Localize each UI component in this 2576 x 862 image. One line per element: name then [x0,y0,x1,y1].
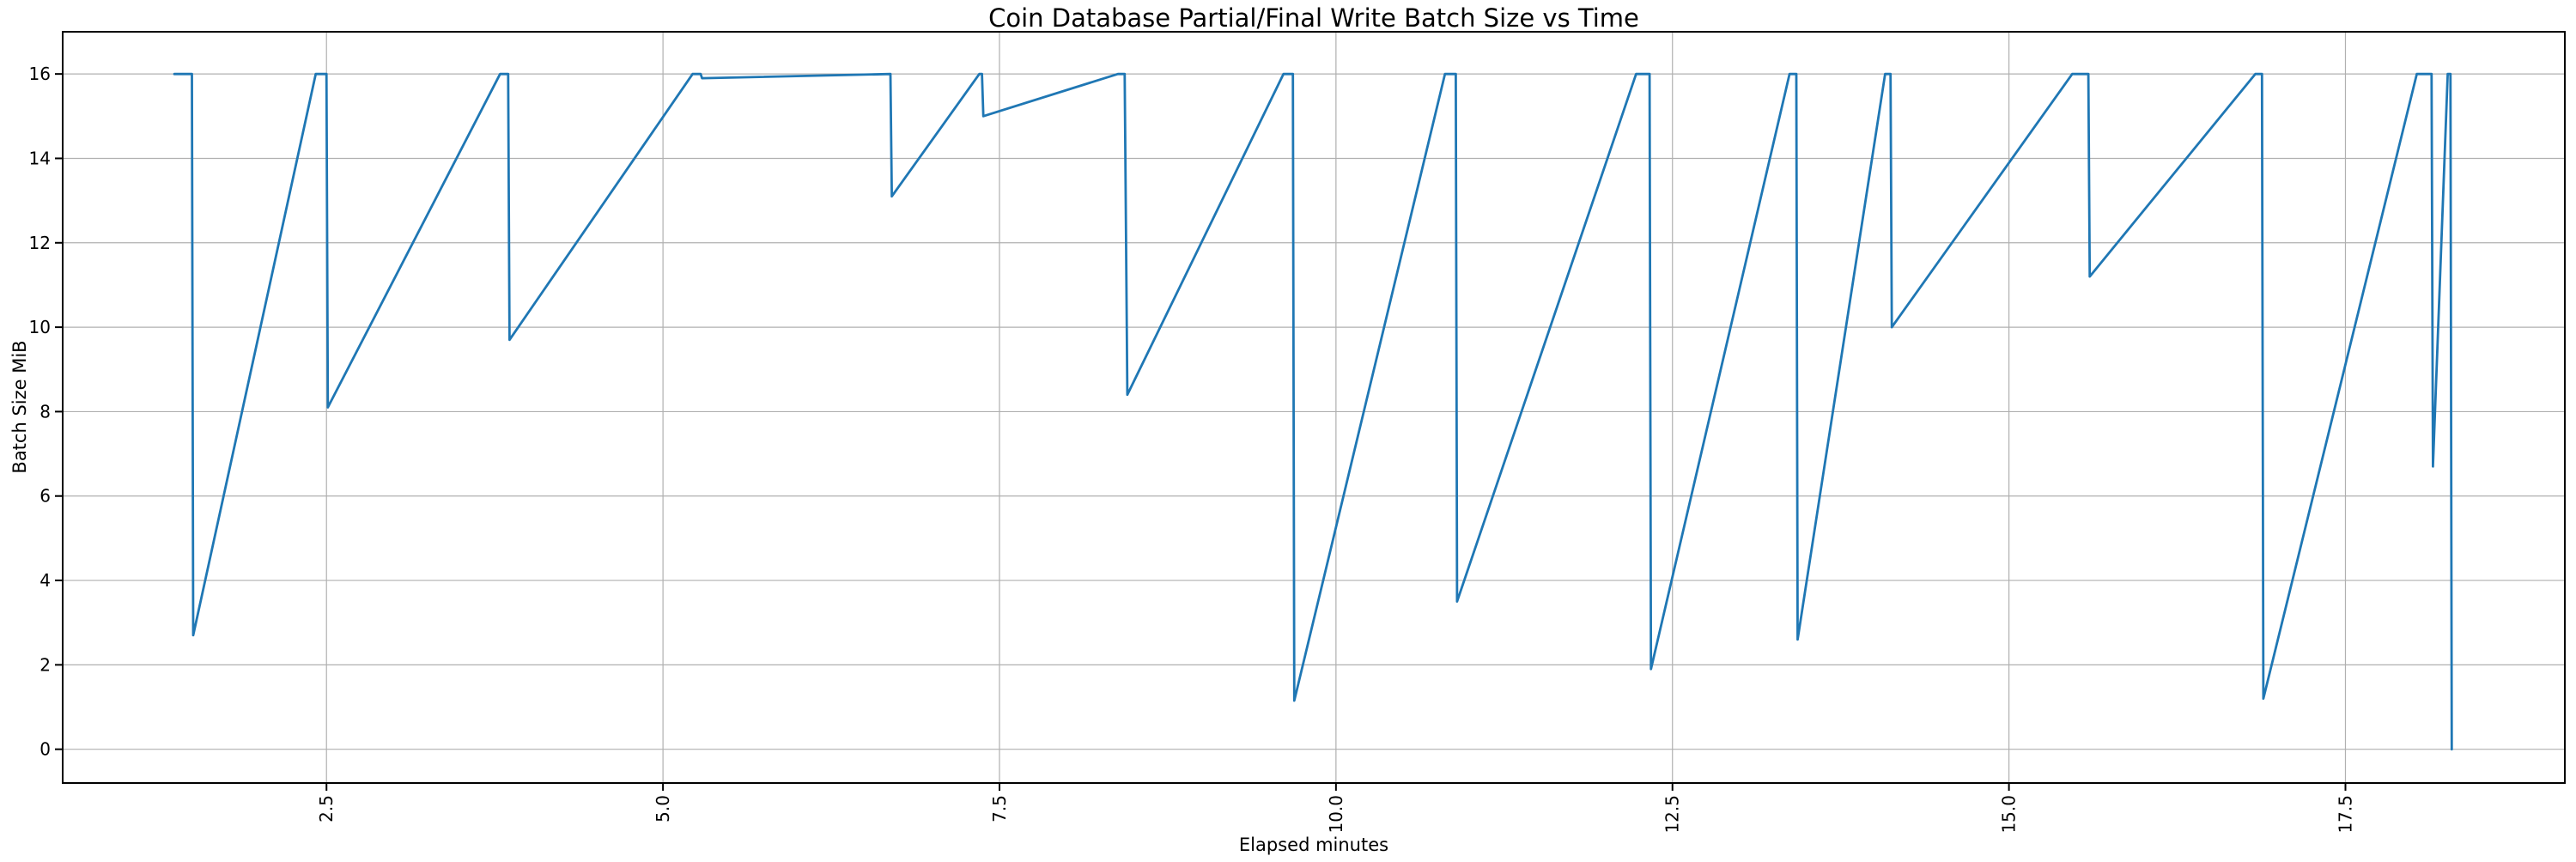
tick-layer: 0 2 4 6 8 10 12 14 16 2.5 5.0 7.5 10.0 12.5 15.0 17.5 [29,64,2356,833]
x-tick-label: 7.5 [989,795,1010,823]
x-tick-label: 15.0 [1999,795,2020,834]
x-tick-label: 10.0 [1326,795,1346,834]
grid-layer [63,32,2565,783]
axes-spines [62,31,2566,784]
y-tick-label: 4 [39,570,51,591]
series-layer [173,72,2453,751]
x-tick-label: 2.5 [316,795,337,823]
y-tick-label: 14 [29,148,51,168]
x-tick-label: 5.0 [653,795,673,823]
chart-title: Coin Database Partial/Final Write Batch … [988,3,1639,33]
y-tick-label: 16 [29,64,51,84]
y-tick-label: 0 [39,739,51,760]
y-tick-label: 2 [39,654,51,675]
x-tick-label: 12.5 [1662,795,1683,834]
y-axis-label: Batch Size MiB [9,340,30,473]
y-tick-label: 10 [29,317,51,337]
y-tick-label: 12 [29,233,51,253]
series-line-write-batch-size [173,72,2453,751]
x-tick-label: 17.5 [2335,795,2355,834]
plot-border [62,31,2566,784]
x-axis-label: Elapsed minutes [1239,835,1388,855]
y-tick-label: 6 [39,486,51,507]
y-tick-label: 8 [39,401,51,422]
